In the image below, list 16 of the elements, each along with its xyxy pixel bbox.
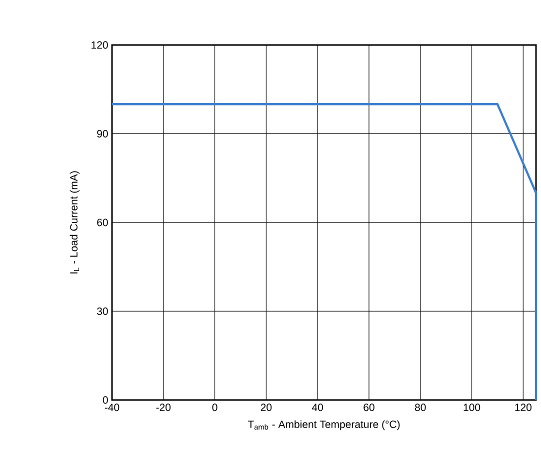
y-tick-label: 90 <box>97 130 108 138</box>
x-tick-label: -40 <box>104 404 120 412</box>
x-tick-label: 40 <box>312 404 324 412</box>
x-tick-label: 100 <box>464 404 480 412</box>
y-tick-label: 30 <box>97 308 108 315</box>
y-tick-label: 120 <box>92 41 108 49</box>
y-axis-title: I$_{L}$ - Load Current (mA) <box>70 171 80 274</box>
x-tick-label: 80 <box>414 404 426 412</box>
x-tick-label: 60 <box>364 404 374 412</box>
y-tick-label: 60 <box>97 218 108 226</box>
y-tick-label: 0 <box>102 396 108 404</box>
x-tick-label: 120 <box>515 404 532 412</box>
x-tick-label: 20 <box>260 404 272 412</box>
x-tick-label: -20 <box>156 404 171 412</box>
x-tick-label: 0 <box>212 404 218 412</box>
x-axis-title: T$_{amb}$ - Ambient Temperature (°C) <box>248 420 400 430</box>
